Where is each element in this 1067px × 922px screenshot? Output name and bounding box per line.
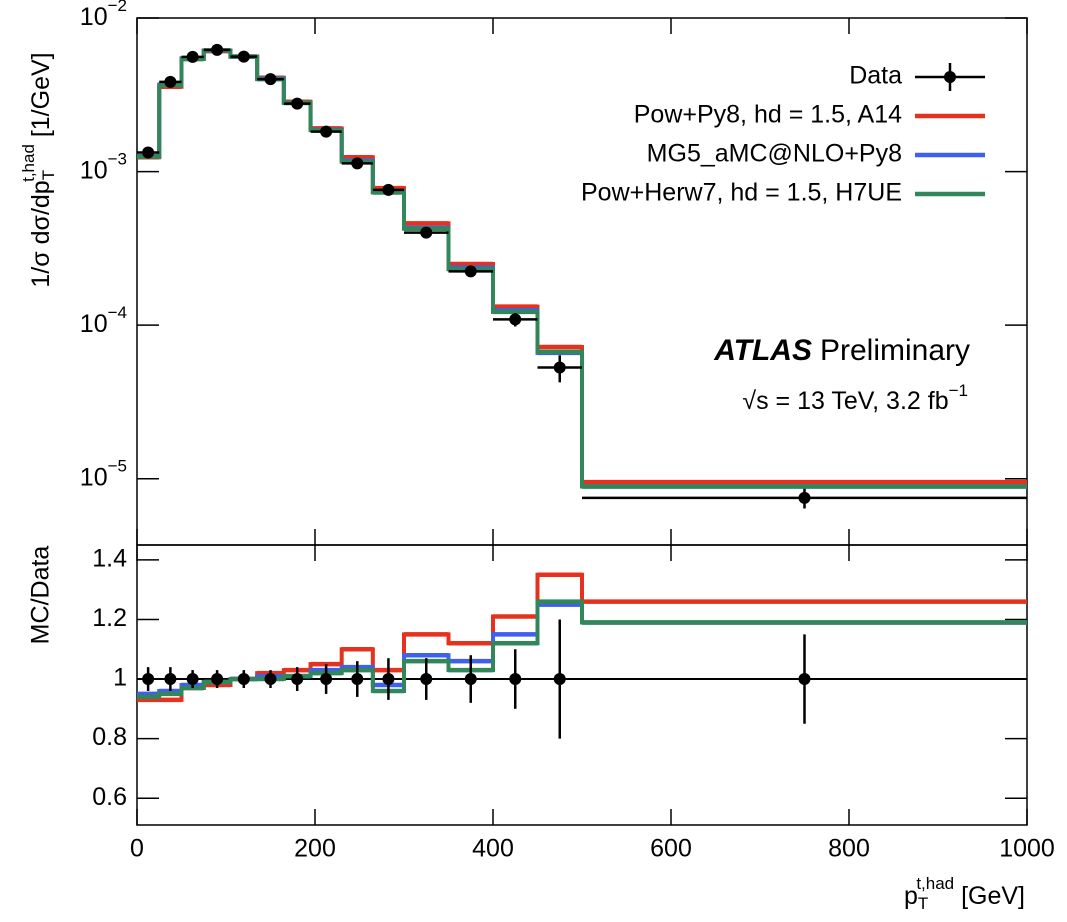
legend-label: Pow+Py8, hd = 1.5, A14	[634, 101, 902, 129]
legend-swatch	[944, 71, 956, 83]
data-point	[420, 673, 433, 686]
legend-label: Data	[849, 62, 902, 90]
data-point	[798, 491, 811, 504]
data-point	[237, 673, 250, 686]
x-tick-label: 200	[294, 835, 336, 863]
x-title-sub: T	[918, 894, 928, 913]
data-point	[798, 673, 811, 686]
data-point	[351, 157, 364, 170]
atlas-label: ATLAS Preliminary	[713, 334, 970, 367]
x-tick-label: 400	[472, 835, 514, 863]
x-title-sup: t,had	[916, 874, 954, 893]
data-point	[351, 673, 364, 686]
y-tick-label: 10−2	[80, 0, 127, 31]
y-title-sub: T	[39, 170, 58, 180]
data-point	[464, 673, 477, 686]
y-title-unit: [1/GeV]	[27, 52, 55, 144]
y-axis-title: 1/σ dσ/dpTt,had [1/GeV]	[19, 52, 58, 287]
legend-label: Pow+Herw7, hd = 1.5, H7UE	[581, 179, 902, 207]
y-tick-base: 10	[80, 310, 108, 338]
ratio-y-title: MC/Data	[27, 546, 55, 645]
data-point	[164, 673, 177, 686]
y-tick-label: 10−4	[80, 304, 127, 338]
legend-label: MG5_aMC@NLO+Py8	[647, 140, 902, 168]
atlas-word: ATLAS	[713, 334, 812, 367]
x-tick-label: 0	[130, 835, 144, 863]
data-point	[164, 75, 177, 88]
data-point	[211, 673, 224, 686]
energy-label: √s = 13 TeV, 3.2 fb−1	[742, 381, 968, 414]
y-tick-base: 10	[80, 3, 108, 31]
data-point	[291, 673, 304, 686]
x-tick-label: 600	[650, 835, 692, 863]
bottom-frame	[136, 544, 1028, 826]
y-tick-base: 10	[80, 463, 108, 491]
data-point	[382, 183, 395, 196]
y-tick-label: 1.4	[92, 545, 127, 573]
x-tick-label: 800	[828, 835, 870, 863]
y-tick-label: 0.8	[92, 723, 127, 751]
y-tick-label: 10−5	[80, 457, 127, 491]
y-tick-base: 10	[80, 156, 108, 184]
data-point	[509, 673, 522, 686]
y-tick-exp: −2	[108, 0, 127, 15]
atlas-status: Preliminary	[820, 334, 970, 367]
x-axis-title: pTt,had [GeV]	[904, 874, 1025, 913]
data-point	[553, 361, 566, 374]
data-point	[420, 226, 433, 239]
data-point	[382, 673, 395, 686]
data-point	[509, 313, 522, 326]
data-point	[264, 673, 277, 686]
y-title-main: 1/σ dσ/dp	[27, 180, 55, 287]
data-point	[211, 43, 224, 56]
data-point	[553, 673, 566, 686]
energy-text: √s = 13 TeV, 3.2 fb	[742, 387, 948, 415]
y-tick-exp: −4	[108, 304, 127, 323]
y-tick-label: 10−3	[80, 150, 127, 184]
y-title-sup: t,had	[19, 144, 38, 182]
data-point	[142, 673, 155, 686]
data-point	[464, 265, 477, 278]
x-title-main: p	[904, 882, 918, 910]
x-title-unit: [GeV]	[954, 882, 1025, 910]
data-point	[320, 125, 333, 138]
data-point	[320, 673, 333, 686]
y-tick-label: 1.2	[92, 604, 127, 632]
y-tick-label: 1	[113, 664, 127, 692]
x-tick-label: 1000	[999, 835, 1055, 863]
data-point	[186, 50, 199, 63]
y-tick-exp: −3	[108, 150, 127, 169]
data-point	[186, 673, 199, 686]
data-point	[237, 50, 250, 63]
data-point	[264, 73, 277, 86]
energy-exp: −1	[949, 381, 968, 400]
data-point	[291, 97, 304, 110]
y-tick-exp: −5	[108, 457, 127, 476]
data-point	[142, 146, 155, 159]
y-tick-label: 0.6	[92, 783, 127, 811]
